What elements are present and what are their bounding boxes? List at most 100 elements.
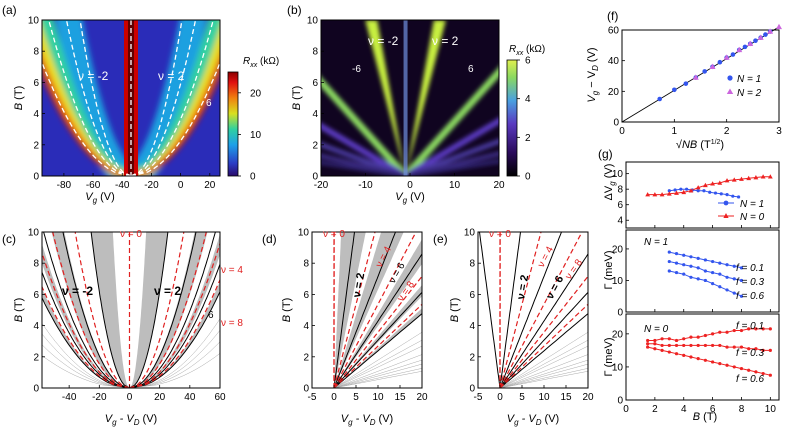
e-ytick-label: 4 [469,321,475,332]
g_top-point [710,181,716,186]
g_mid-point [682,263,686,267]
f-xlabel: √NB (T1/2) [676,139,724,151]
c-level-line [129,232,216,388]
g_mid-point [711,259,715,264]
a-nu-minus2: ν = -2 [78,69,109,83]
g_bot-point [674,343,679,348]
g_bot-xtick-label: 2 [652,404,658,415]
b-ray [321,142,407,176]
b-colorbar-tick-label: 2 [525,133,531,144]
panel-f-label: (f) [607,9,618,23]
panel-c: -40 -20 0 20 40 60 0 2 4 6 8 10 [28,228,226,404]
a-nu-2: ν = 2 [158,69,185,83]
g_bot-point [703,333,707,338]
f-point-n1 [742,44,748,50]
f-point-n1 [763,32,768,37]
a-xtick-label: -80 [57,180,72,191]
b-ray [404,117,499,176]
a-colorbar-tick-label: 20 [250,88,262,99]
g_mid-point [689,264,693,268]
e-grey-level [499,331,588,388]
d-level-line [333,291,422,388]
a-plot-area [42,20,220,176]
g_bot-point [718,362,722,366]
e-grey-level [499,354,588,388]
g_bot-point [646,342,650,346]
e-ytick-label: 2 [469,352,475,363]
g_bot-point [674,352,679,356]
d-ytick-label: 4 [303,321,309,332]
e-red-dashed-line [499,303,588,388]
g_bot-ytick-label: 10 [612,362,624,373]
f-point-n1 [657,96,662,102]
d-xtick-label: 10 [372,392,384,403]
b-fan [321,20,499,176]
g_bot-point [667,350,671,354]
g_top-point [725,193,729,197]
b-ytick-label: 0 [312,172,318,183]
g_mid-point [718,272,722,276]
d-xtick-label: 20 [416,392,428,403]
d-xlabel: Vg - VD (V) [341,413,393,427]
c-xtick-label: 20 [154,392,166,403]
a-xtick-label: 20 [204,180,216,191]
a-ytick-label: 6 [33,78,39,89]
e-level-line [499,312,588,388]
g_bot-point [725,345,729,349]
f-xtick-label: 0 [619,126,625,137]
g_top-point [713,191,718,195]
g_bot-point [689,343,693,348]
g_mid-point [739,278,744,283]
g_bot-point [747,347,751,351]
e-ytick-label: 8 [469,259,475,270]
f-fit-line [621,26,780,123]
g_bot-point [653,347,657,351]
g_top-ytick-label: 6 [617,200,623,211]
g_bot-point [739,328,744,333]
e-xtick-label: 20 [582,392,594,403]
f-point-n2 [723,54,730,60]
c-grey-level [129,318,220,388]
d-grey-level [333,339,422,388]
d-level-line [333,232,355,388]
g_mid-point [674,261,679,265]
g_bot-point [667,343,671,348]
e-ytick-label: 10 [464,228,476,239]
g_mid-point [667,259,671,264]
c-ytick-label: 6 [33,290,39,301]
g_bot-point [703,358,707,362]
c-nu-0: ν = 0 [120,229,142,240]
c-level-line [90,232,130,388]
e-red-dashed-line [499,275,588,388]
f-xtick-label: 2 [724,126,730,137]
a-fit-line [42,61,132,176]
g_mid-point [711,270,715,275]
b-ytick-label: 10 [307,16,319,27]
a-ytick-label: 2 [33,140,39,151]
f-point-n2 [709,63,716,69]
c-red-dashed-line [129,232,207,388]
g_bot-point [703,343,707,348]
b-plot-area [321,20,499,176]
g_bot-point [674,338,679,343]
a-xtick-label: 0 [178,180,184,191]
d-gap-region [334,308,422,388]
d-nu-0: ν = 0 [323,229,345,240]
g_bot-point [732,328,736,333]
g_bot-point [761,371,765,376]
e-nu-0: ν = 0 [489,229,511,240]
c-nu-minus2: ν = -2 [62,284,93,298]
g_top-point [659,192,665,197]
b-colorbar [506,59,518,177]
a-fit-line [130,20,183,176]
f-point-n1 [683,81,689,86]
a-fit-line [48,20,132,176]
f-point-n1 [730,52,736,57]
a-xtick-label: -60 [86,180,101,191]
b-ytick-label: 2 [312,140,318,151]
e-level-line [479,232,501,388]
panel-d-label: (d) [262,232,277,246]
b-ray [402,66,499,176]
c-red-dashed-line [129,278,220,388]
g_top-point [688,188,694,193]
